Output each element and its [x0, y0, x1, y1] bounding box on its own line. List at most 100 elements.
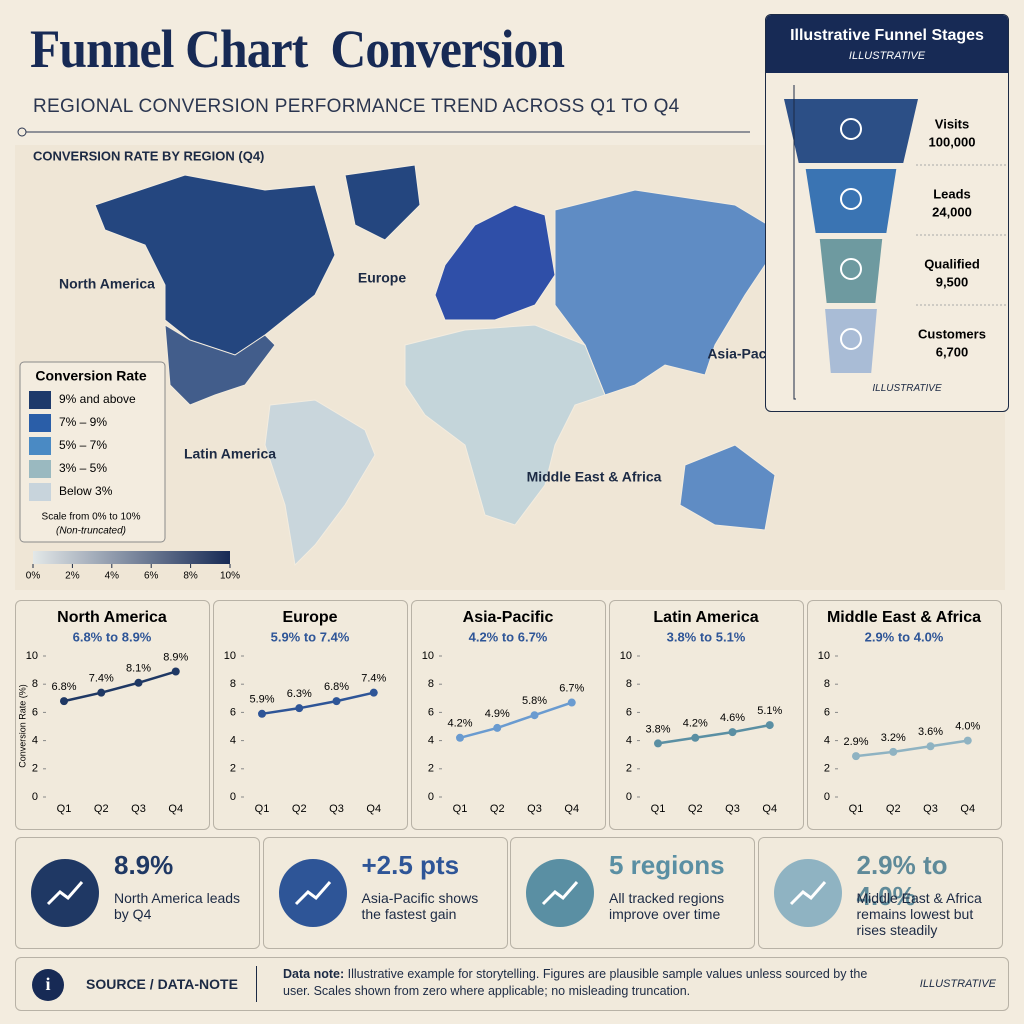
kpi-value: 5 regions: [609, 850, 725, 880]
point: [134, 678, 143, 687]
value-label: 6.7%: [559, 682, 584, 694]
region-label: Europe: [358, 270, 406, 286]
stage-icon-user: [840, 188, 862, 210]
stage-value: 6,700: [936, 344, 969, 359]
x-tick-label: Q2: [94, 803, 109, 815]
x-tick-label: Q2: [490, 803, 505, 815]
y-tick-label: 10: [620, 650, 632, 662]
kpi-value: 2.9% to 4.0%: [856, 850, 948, 911]
legend-swatch: [29, 414, 51, 432]
subtitle: REGIONAL CONVERSION PERFORMANCE TREND AC…: [33, 96, 680, 117]
icon-glyph: [46, 881, 84, 906]
chart-subtitle: 6.8% to 8.9%: [73, 629, 152, 644]
y-tick-label: 2: [626, 763, 632, 775]
y-tick-label: 10: [818, 650, 830, 662]
value-label: 4.0%: [955, 721, 980, 733]
funnel-stage: [825, 309, 877, 373]
y-tick-label: 6: [230, 706, 236, 718]
stage-icon-check: [840, 258, 862, 280]
point: [765, 721, 774, 730]
kpi-icon: [31, 859, 99, 927]
point: [728, 728, 737, 737]
funnel-stage: [784, 99, 918, 163]
kpi-text: Middle East & Africa remains lowest but …: [856, 890, 982, 938]
x-tick-label: Q1: [57, 803, 72, 815]
point: [60, 697, 68, 706]
value-label: 4.2%: [683, 718, 708, 730]
icon-circle: [278, 859, 347, 927]
map-title: CONVERSION RATE BY REGION (Q4): [33, 148, 264, 163]
point: [530, 711, 539, 720]
point: [926, 742, 935, 751]
legend-label: 5% – 7%: [59, 438, 107, 452]
chart-card: North America 6.8% to 8.9% Conversion Rate…: [15, 600, 210, 830]
point: [295, 704, 304, 713]
line-chart: Middle East & Africa 2.9% to 4.0% 0 2 4 6 8 10 Q…: [818, 609, 981, 815]
point: [889, 747, 898, 756]
point: [171, 667, 180, 676]
x-tick-label: Q2: [688, 803, 703, 815]
scale-tick-label: 2%: [65, 571, 80, 582]
point: [654, 739, 662, 748]
x-tick-label: Q1: [849, 803, 864, 815]
kpi-text: All tracked regions improve over time: [609, 890, 725, 922]
divider: [256, 966, 257, 1002]
flow-arrow: [793, 85, 796, 400]
point: [97, 688, 106, 697]
chart-card: Asia-Pacific 4.2% to 6.7% 0 2 4 6 8 10 Q1 4.2% Q2 4…: [411, 600, 606, 830]
chart-title: North America: [57, 609, 167, 626]
funnel-chart: Visits 100,000 Leads 24,000 Qualified 9,500 Cu…: [784, 85, 1006, 400]
funnel-stage: [805, 169, 897, 233]
value-label: 3.6%: [918, 726, 943, 738]
line-chart: Asia-Pacific 4.2% to 6.7% 0 2 4 6 8 10 Q1 4.2% Q2 4…: [422, 609, 585, 815]
kpi-icon: [526, 859, 594, 927]
x-tick-label: Q4: [168, 803, 183, 815]
x-tick-label: Q4: [366, 803, 381, 815]
y-tick-label: 2: [824, 763, 830, 775]
stage-icon-group: [840, 328, 862, 350]
point: [567, 698, 576, 707]
value-label: 5.9%: [249, 694, 274, 706]
icon-circle: [773, 859, 842, 927]
y-tick-label: 6: [824, 706, 830, 718]
line: [63, 670, 177, 703]
y-tick-label: 8: [626, 678, 632, 690]
funnel-note: ILLUSTRATIVE: [872, 383, 942, 394]
chart-subtitle: 5.9% to 7.4%: [271, 629, 350, 644]
region-label: Middle East & Africa: [527, 469, 662, 485]
point: [493, 723, 502, 732]
value-label: 4.2%: [447, 718, 472, 730]
value-label: 3.2%: [881, 732, 906, 744]
footer-tag: ILLUSTRATIVE: [919, 978, 996, 990]
chart-title: Europe: [282, 609, 337, 626]
kpi-icon: [278, 859, 347, 927]
y-tick-label: 6: [626, 706, 632, 718]
region-shape: [434, 204, 556, 321]
x-tick-label: Q3: [329, 803, 344, 815]
kpi-icon: [773, 859, 842, 927]
legend-swatch: [29, 437, 51, 455]
icon-circle: [31, 859, 99, 927]
legend-label: Below 3%: [59, 484, 113, 498]
kpi-text: North America leads by Q4: [114, 890, 241, 922]
y-tick-label: 4: [428, 735, 434, 747]
value-label: 4.9%: [485, 708, 510, 720]
value-label: 6.3%: [287, 688, 312, 700]
value-label: 7.4%: [89, 673, 114, 685]
chart-subtitle: 3.8% to 5.1%: [667, 629, 746, 644]
y-tick-label: 0: [32, 791, 38, 803]
y-tick-label: 8: [428, 678, 434, 690]
scale-tick-label: 10%: [220, 571, 240, 582]
funnel-subtitle: ILLUSTRATIVE: [848, 50, 926, 62]
x-tick-label: Q1: [453, 803, 468, 815]
region-label: North America: [59, 276, 155, 292]
line: [459, 701, 573, 739]
y-axis-label: Conversion Rate (%): [17, 684, 27, 768]
x-tick-label: Q2: [292, 803, 307, 815]
stage-label: Leads: [933, 186, 971, 201]
kpi-card: 5 regions All tracked regions improve ove…: [510, 837, 755, 949]
title: Funnel Chart Conversion: [30, 19, 565, 79]
x-tick-label: Q4: [762, 803, 777, 815]
legend-swatch: [29, 391, 51, 409]
